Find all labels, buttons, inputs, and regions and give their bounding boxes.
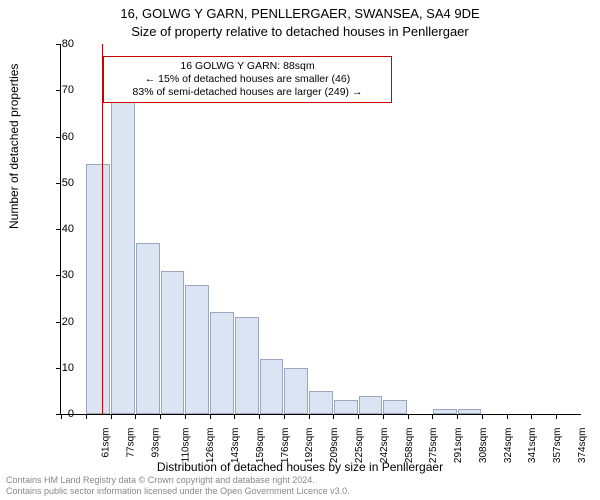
xtick-label: 324sqm xyxy=(503,428,514,464)
xtick-label: 258sqm xyxy=(404,428,415,464)
xtick-label: 126sqm xyxy=(206,428,217,464)
xtick-mark xyxy=(284,414,285,419)
ytick-label: 60 xyxy=(62,131,74,143)
footer-attribution: Contains HM Land Registry data © Crown c… xyxy=(6,475,350,497)
xtick-label: 93sqm xyxy=(150,428,161,458)
ytick-label: 80 xyxy=(62,38,74,50)
ytick-mark xyxy=(56,229,61,230)
y-axis-label: Number of detached properties xyxy=(7,64,21,229)
histogram-bar xyxy=(86,164,110,414)
histogram-bar xyxy=(458,409,482,414)
ytick-label: 0 xyxy=(68,408,74,420)
histogram-bar xyxy=(161,271,185,414)
xtick-mark xyxy=(309,414,310,419)
annotation-line-1: 16 GOLWG Y GARN: 88sqm xyxy=(110,60,385,73)
title-line-1: 16, GOLWG Y GARN, PENLLERGAER, SWANSEA, … xyxy=(0,6,600,21)
xtick-mark xyxy=(556,414,557,419)
xtick-mark xyxy=(432,414,433,419)
xtick-mark xyxy=(457,414,458,419)
histogram-bar xyxy=(309,391,333,414)
ytick-label: 40 xyxy=(62,223,74,235)
ytick-mark xyxy=(56,368,61,369)
xtick-label: 77sqm xyxy=(126,428,137,458)
xtick-label: 374sqm xyxy=(577,428,588,464)
ytick-label: 70 xyxy=(62,84,74,96)
ytick-mark xyxy=(56,275,61,276)
histogram-bar xyxy=(284,368,308,414)
xtick-label: 143sqm xyxy=(230,428,241,464)
xtick-label: 176sqm xyxy=(280,428,291,464)
ytick-mark xyxy=(56,137,61,138)
xtick-label: 242sqm xyxy=(379,428,390,464)
ytick-label: 20 xyxy=(62,316,74,328)
xtick-mark xyxy=(234,414,235,419)
xtick-label: 357sqm xyxy=(552,428,563,464)
histogram-bar xyxy=(210,312,234,414)
xtick-label: 209sqm xyxy=(329,428,340,464)
xtick-mark xyxy=(111,414,112,419)
ytick-mark xyxy=(56,44,61,45)
histogram-bar xyxy=(260,359,284,415)
ytick-mark xyxy=(56,322,61,323)
histogram-bar xyxy=(185,285,209,415)
xtick-mark xyxy=(333,414,334,419)
xtick-label: 291sqm xyxy=(453,428,464,464)
xtick-mark xyxy=(259,414,260,419)
xtick-label: 159sqm xyxy=(255,428,266,464)
ytick-label: 30 xyxy=(62,269,74,281)
histogram-bar xyxy=(235,317,259,414)
footer-line-1: Contains HM Land Registry data © Crown c… xyxy=(6,475,350,486)
histogram-bar xyxy=(383,400,407,414)
title-line-2: Size of property relative to detached ho… xyxy=(0,24,600,39)
xtick-mark xyxy=(135,414,136,419)
xtick-mark xyxy=(210,414,211,419)
xtick-mark xyxy=(507,414,508,419)
xtick-mark xyxy=(482,414,483,419)
annotation-line-2: ← 15% of detached houses are smaller (46… xyxy=(110,73,385,86)
ytick-mark xyxy=(56,183,61,184)
histogram-bar xyxy=(359,396,383,415)
xtick-mark xyxy=(160,414,161,419)
histogram-bar xyxy=(433,409,457,414)
xtick-label: 110sqm xyxy=(180,428,191,463)
ytick-label: 10 xyxy=(62,362,74,374)
xtick-label: 308sqm xyxy=(478,428,489,464)
xtick-mark xyxy=(408,414,409,419)
xtick-mark xyxy=(531,414,532,419)
histogram-bar xyxy=(334,400,358,414)
xtick-label: 61sqm xyxy=(101,428,112,458)
ytick-mark xyxy=(56,90,61,91)
histogram-bar xyxy=(136,243,160,414)
annotation-box: 16 GOLWG Y GARN: 88sqm ← 15% of detached… xyxy=(103,56,392,103)
xtick-mark xyxy=(185,414,186,419)
xtick-mark xyxy=(86,414,87,419)
xtick-label: 192sqm xyxy=(305,428,316,464)
chart-container: 16, GOLWG Y GARN, PENLLERGAER, SWANSEA, … xyxy=(0,0,600,500)
xtick-label: 225sqm xyxy=(354,428,365,464)
xtick-mark xyxy=(358,414,359,419)
xtick-mark xyxy=(61,414,62,419)
footer-line-2: Contains public sector information licen… xyxy=(6,486,350,497)
annotation-line-3: 83% of semi-detached houses are larger (… xyxy=(110,86,385,99)
ytick-label: 50 xyxy=(62,177,74,189)
xtick-mark xyxy=(383,414,384,419)
xtick-label: 341sqm xyxy=(527,428,538,464)
xtick-label: 275sqm xyxy=(428,428,439,464)
histogram-bar xyxy=(111,95,135,414)
